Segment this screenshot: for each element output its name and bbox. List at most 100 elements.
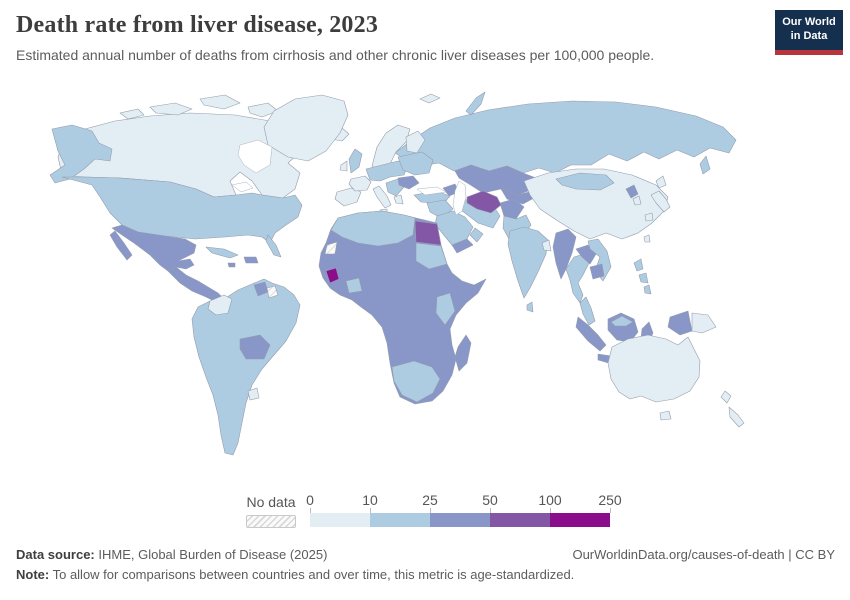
map-region-new-zealand[interactable] bbox=[720, 390, 732, 404]
map-region-yemen[interactable] bbox=[451, 238, 474, 254]
map-region-west-papua[interactable] bbox=[667, 310, 693, 336]
owid-url-link[interactable]: OurWorldinData.org/causes-of-death | CC … bbox=[572, 547, 835, 562]
map-region-arctic-islands[interactable] bbox=[149, 102, 193, 116]
chart-footer: Data source: IHME, Global Burden of Dise… bbox=[16, 545, 835, 585]
map-region-oman[interactable] bbox=[469, 227, 484, 243]
legend-color-bar[interactable] bbox=[310, 513, 610, 527]
legend-segment-0-10[interactable] bbox=[310, 513, 370, 527]
legend-tick-mark bbox=[430, 508, 431, 513]
legend-tick-mark bbox=[370, 508, 371, 513]
map-region-french-guiana[interactable] bbox=[266, 285, 279, 299]
map-region-colombia[interactable] bbox=[207, 294, 233, 316]
chart-subtitle: Estimated annual number of deaths from c… bbox=[16, 47, 655, 64]
map-region-arctic-islands[interactable] bbox=[119, 108, 145, 120]
black-sea bbox=[416, 186, 447, 196]
legend-no-data-label: No data bbox=[246, 494, 296, 510]
map-region-russia[interactable] bbox=[465, 91, 486, 116]
map-region-philippines[interactable] bbox=[643, 284, 652, 295]
map-region-western-sahara[interactable] bbox=[324, 241, 338, 255]
map-region-new-zealand[interactable] bbox=[728, 406, 745, 428]
map-region-philippines[interactable] bbox=[633, 258, 644, 272]
map-region-egypt[interactable] bbox=[414, 220, 442, 246]
map-region-south-korea[interactable] bbox=[632, 195, 642, 206]
map-region-bolivia[interactable] bbox=[239, 334, 271, 360]
legend-segment-25-50[interactable] bbox=[430, 513, 490, 527]
map-region-afghanistan[interactable] bbox=[499, 198, 525, 220]
map-region-bangladesh[interactable] bbox=[541, 239, 552, 252]
map-region-arctic-islands[interactable] bbox=[247, 102, 279, 118]
data-source-text: IHME, Global Burden of Disease (2025) bbox=[94, 547, 328, 562]
legend-segment-100-250[interactable] bbox=[550, 513, 610, 527]
map-region-sumatra[interactable] bbox=[575, 316, 607, 352]
map-region-southern-africa[interactable] bbox=[391, 360, 441, 403]
map-region-tasmania[interactable] bbox=[659, 410, 672, 421]
data-source-label: Data source: bbox=[16, 547, 95, 562]
map-region-australia[interactable] bbox=[607, 334, 701, 403]
legend-tick-label: 25 bbox=[422, 492, 438, 508]
map-region-sierra-leone[interactable] bbox=[325, 267, 340, 284]
map-region-madagascar[interactable] bbox=[454, 334, 472, 372]
legend-tick-mark bbox=[310, 508, 311, 513]
map-region-iberia[interactable] bbox=[334, 187, 362, 207]
legend-no-data[interactable]: No data bbox=[246, 494, 296, 528]
legend-tick-label: 50 bbox=[482, 492, 498, 508]
map-region-south-america[interactable] bbox=[191, 278, 301, 456]
map-region-malaysia-borneo[interactable] bbox=[610, 315, 634, 327]
map-region-cambodia[interactable] bbox=[589, 263, 605, 280]
owid-logo-line1: Our World bbox=[782, 16, 836, 28]
map-region-uruguay[interactable] bbox=[247, 387, 260, 401]
legend-segment-10-25[interactable] bbox=[370, 513, 430, 527]
map-region-vietnam[interactable] bbox=[587, 238, 612, 282]
map-region-svalbard[interactable] bbox=[419, 93, 441, 104]
map-region-ireland[interactable] bbox=[339, 160, 348, 172]
caspian-sea bbox=[452, 180, 467, 216]
map-region-greece[interactable] bbox=[393, 194, 404, 205]
legend-segment-50-100[interactable] bbox=[490, 513, 550, 527]
map-region-cuba[interactable] bbox=[205, 246, 239, 259]
owid-logo[interactable]: Our World in Data bbox=[775, 10, 843, 55]
map-region-russia[interactable] bbox=[699, 155, 711, 175]
map-region-finland[interactable] bbox=[405, 130, 426, 154]
map-region-papua-new-guinea[interactable] bbox=[691, 312, 717, 334]
map-region-alaska[interactable] bbox=[49, 124, 113, 184]
map-region-jamaica[interactable] bbox=[227, 262, 236, 268]
map-region-taiwan[interactable] bbox=[643, 234, 651, 243]
map-region-romania[interactable] bbox=[397, 175, 420, 190]
map-region-central-europe[interactable] bbox=[365, 160, 409, 182]
map-region-north-africa[interactable] bbox=[330, 210, 416, 247]
map-region-malaysia-peninsula[interactable] bbox=[579, 296, 596, 326]
page-title: Death rate from liver disease, 2023 bbox=[16, 12, 379, 38]
map-region-cote-divoire-ghana[interactable] bbox=[345, 277, 363, 294]
data-source-line: Data source: IHME, Global Burden of Dise… bbox=[16, 545, 327, 565]
note-label: Note: bbox=[16, 567, 50, 583]
map-region-sri-lanka[interactable] bbox=[526, 301, 534, 313]
map-region-thailand[interactable] bbox=[565, 253, 590, 304]
owid-logo-line2: in Data bbox=[790, 29, 828, 42]
map-region-north-korea[interactable] bbox=[625, 184, 639, 199]
map-region-mexico[interactable] bbox=[111, 224, 197, 272]
map-region-france[interactable] bbox=[348, 175, 372, 192]
map-region-japan[interactable] bbox=[650, 190, 671, 213]
map-region-greenland[interactable] bbox=[263, 94, 349, 162]
map-region-sudan[interactable] bbox=[415, 242, 448, 270]
map-region-japan[interactable] bbox=[655, 175, 667, 189]
map-region-italy[interactable] bbox=[372, 185, 392, 209]
map-region-hispaniola[interactable] bbox=[243, 256, 259, 264]
map-region-united-kingdom[interactable] bbox=[348, 148, 363, 174]
legend-no-data-swatch[interactable] bbox=[246, 515, 296, 528]
map-region-russia[interactable] bbox=[394, 100, 737, 174]
world-choropleth-map bbox=[49, 91, 745, 456]
map-region-florida[interactable] bbox=[265, 234, 282, 258]
map-region-india[interactable] bbox=[507, 226, 549, 299]
map-region-kenya-tanzania[interactable] bbox=[435, 292, 456, 326]
map-region-philippines[interactable] bbox=[638, 272, 649, 284]
map-region-turkmenistan[interactable] bbox=[466, 190, 502, 214]
legend-tick-mark bbox=[550, 508, 551, 513]
map-region-mongolia[interactable] bbox=[555, 172, 615, 191]
legend-tick-label: 100 bbox=[538, 492, 562, 508]
map-region-baja[interactable] bbox=[109, 230, 133, 261]
map-region-eastern-europe[interactable] bbox=[397, 151, 434, 176]
map-region-central-america[interactable] bbox=[167, 266, 225, 304]
map-region-arctic-islands[interactable] bbox=[199, 94, 241, 110]
map-region-japan[interactable] bbox=[644, 212, 654, 222]
